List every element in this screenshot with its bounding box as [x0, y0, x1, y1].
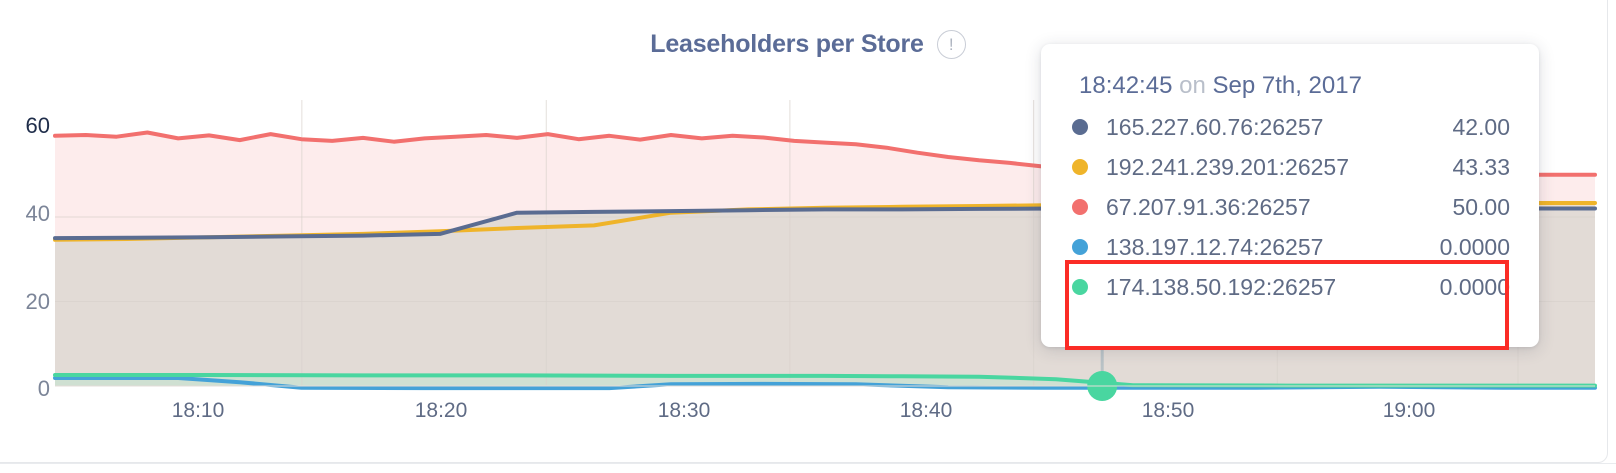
series-value: 50.00: [1452, 193, 1510, 220]
chart-tooltip: 18:42:45 on Sep 7th, 2017 165.227.60.76:…: [1041, 44, 1539, 350]
x-axis-tick-1830: 18:30: [657, 399, 711, 422]
tooltip-timestamp: 18:42:45 on Sep 7th, 2017: [1079, 72, 1362, 100]
y-axis-tick-0: 0: [37, 376, 50, 401]
tooltip-row: 165.227.60.76:26257 42.00: [1041, 107, 1539, 147]
series-color-dot: [1072, 159, 1088, 175]
series-label: 174.138.50.192:26257: [1106, 273, 1337, 300]
tooltip-series-list: 165.227.60.76:26257 42.00 192.241.239.201:…: [1041, 107, 1539, 307]
series-value: 0.0000: [1439, 273, 1510, 300]
y-axis-tick-60: 60: [25, 113, 50, 138]
tooltip-date: Sep 7th, 2017: [1212, 72, 1362, 99]
x-axis-tick-1850: 18:50: [1141, 399, 1195, 422]
series-value: 0.0000: [1439, 233, 1510, 260]
series-label: 192.241.239.201:26257: [1106, 153, 1350, 180]
x-axis-tick-1810: 18:10: [171, 399, 225, 422]
series-label: 165.227.60.76:26257: [1106, 113, 1324, 140]
series-value: 43.33: [1452, 153, 1510, 180]
tooltip-connector: on: [1179, 72, 1206, 99]
series-color-dot: [1072, 119, 1088, 135]
x-axis-tick-1820: 18:20: [414, 399, 468, 422]
tooltip-row: 138.197.12.74:26257 0.0000: [1041, 227, 1539, 267]
tooltip-row: 67.207.91.36:26257 50.00: [1041, 187, 1539, 227]
y-axis-tick-20: 20: [25, 289, 50, 314]
tooltip-row: 192.241.239.201:26257 43.33: [1041, 147, 1539, 187]
series-color-dot: [1072, 239, 1088, 255]
series-label: 138.197.12.74:26257: [1106, 233, 1324, 260]
tooltip-row: 174.138.50.192:26257 0.0000: [1041, 267, 1539, 307]
series-value: 42.00: [1452, 113, 1510, 140]
tooltip-time: 18:42:45: [1079, 72, 1173, 99]
y-axis-tick-40: 40: [25, 201, 50, 226]
series-color-dot: [1072, 279, 1088, 295]
series-color-dot: [1072, 199, 1088, 215]
series-label: 67.207.91.36:26257: [1106, 193, 1311, 220]
x-axis-tick-1840: 18:40: [899, 399, 953, 422]
x-axis-tick-1900: 19:00: [1382, 399, 1436, 422]
card-bottom-divider: [0, 463, 1616, 464]
